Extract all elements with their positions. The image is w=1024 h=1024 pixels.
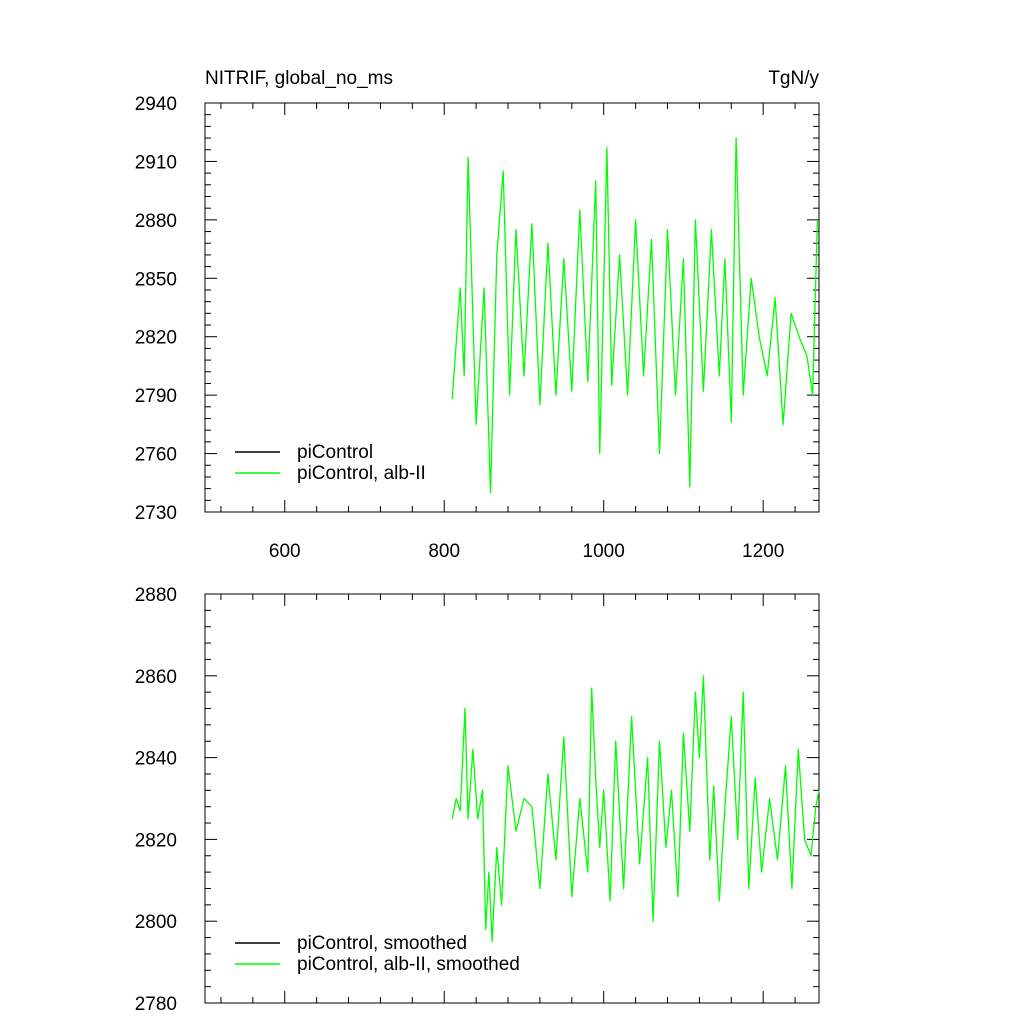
top-y-tick-label: 2850	[135, 269, 177, 290]
top-y-tick-label: 2760	[135, 445, 177, 466]
top-panel: 2730 2760 2790 2820 2850 2880 2910 2940 600 800 10…	[135, 68, 820, 562]
bottom-plot-frame	[204, 593, 820, 1004]
bottom-y-tick-label: 2800	[135, 912, 177, 933]
top-y-tick-label: 2910	[135, 152, 177, 173]
top-y-tick-label: 2880	[135, 211, 177, 232]
top-series-line-2	[451, 137, 819, 494]
top-x-tick-label: 800	[428, 541, 460, 562]
top-x-tick-label: 1200	[742, 541, 784, 562]
top-legend-label-2: piControl, alb-II	[297, 463, 426, 484]
bottom-panel: 2780 2800 2820 2840 2860 2880 piControl, smoot…	[135, 585, 820, 1015]
chart-title: NITRIF, global_no_ms	[205, 68, 393, 89]
bottom-y-tick-label: 2820	[135, 830, 177, 851]
bottom-legend-label-1: piControl, smoothed	[297, 933, 467, 954]
bottom-series-line-2	[451, 675, 820, 943]
top-y-tick-label: 2820	[135, 328, 177, 349]
bottom-y-tick-label: 2840	[135, 749, 177, 770]
top-y-tick-label: 2940	[135, 94, 177, 115]
bottom-legend-label-2: piControl, alb-II, smoothed	[297, 954, 520, 975]
top-plot-frame	[204, 102, 820, 513]
units-label: TgN/y	[768, 68, 819, 89]
top-x-tick-label: 1000	[583, 541, 625, 562]
top-x-tick-label: 600	[269, 541, 301, 562]
top-y-tick-label: 2790	[135, 386, 177, 407]
bottom-y-tick-label: 2860	[135, 667, 177, 688]
bottom-y-tick-label: 2780	[135, 994, 177, 1015]
top-legend-label-1: piControl	[297, 442, 373, 463]
bottom-y-tick-label: 2880	[135, 585, 177, 606]
top-y-tick-label: 2730	[135, 503, 177, 524]
